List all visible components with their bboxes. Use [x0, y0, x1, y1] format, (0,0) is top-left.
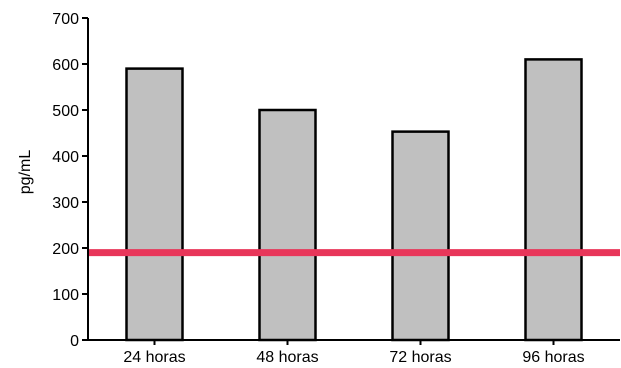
x-tick-label-72-horas: 72 horas — [389, 349, 451, 366]
y-tick-label-200: 200 — [52, 241, 79, 258]
bar-72-horas — [391, 130, 450, 342]
y-tick-label-600: 600 — [52, 57, 79, 74]
y-axis-title: pg/mL — [17, 150, 34, 195]
bar-48-horas — [258, 108, 317, 342]
bar-96-horas — [524, 58, 583, 342]
x-tick-label-48-horas: 48 horas — [256, 349, 318, 366]
y-tick-label-0: 0 — [70, 333, 79, 350]
bar-24-horas — [125, 67, 184, 342]
y-tick-label-400: 400 — [52, 149, 79, 166]
y-tick-label-500: 500 — [52, 103, 79, 120]
x-tick-label-96-horas: 96 horas — [522, 349, 584, 366]
y-tick-label-100: 100 — [52, 287, 79, 304]
bars-layer — [125, 58, 583, 342]
axes-layer — [82, 17, 620, 345]
y-tick-label-300: 300 — [52, 195, 79, 212]
labels-layer: 0 100 200 300 400 500 600 700 24 horas 48 horas 72… — [52, 11, 584, 366]
x-tick-label-24-horas: 24 horas — [123, 349, 185, 366]
y-tick-label-700: 700 — [52, 11, 79, 28]
